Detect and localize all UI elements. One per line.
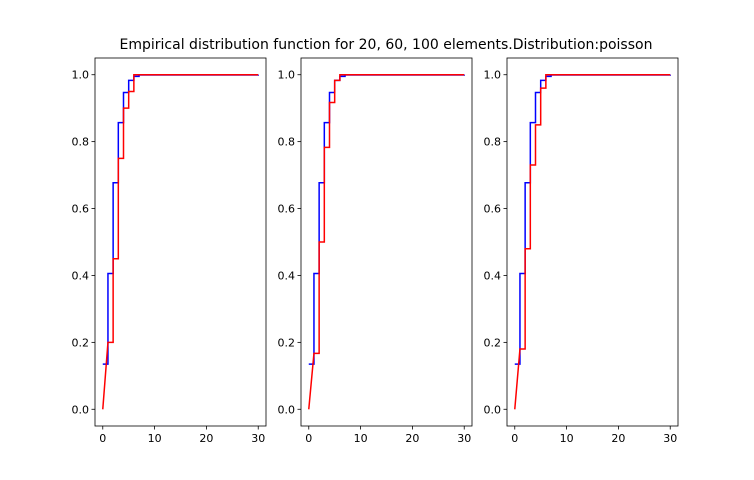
x-tick-label: 20 xyxy=(611,432,625,445)
y-tick-label: 0.2 xyxy=(484,336,502,349)
y-tick-label: 0.2 xyxy=(278,336,296,349)
x-tick-label: 0 xyxy=(99,432,106,445)
y-tick-label: 0.2 xyxy=(72,336,90,349)
x-tick-label: 30 xyxy=(663,432,677,445)
x-tick-label: 30 xyxy=(457,432,471,445)
y-tick-label: 0.4 xyxy=(278,269,296,282)
x-tick-label: 0 xyxy=(305,432,312,445)
series-line-2 xyxy=(102,73,259,410)
axes-frame xyxy=(506,57,679,427)
series-line-1 xyxy=(308,74,465,365)
x-tick-label: 20 xyxy=(405,432,419,445)
y-tick-label: 0.4 xyxy=(72,269,90,282)
y-tick-label: 0.6 xyxy=(278,203,296,216)
subplot-2: 0 10 20 30 0.0 0.2 0.4 0.6 0.8 1.0 xyxy=(278,57,473,445)
y-tick-label: 0.6 xyxy=(484,203,502,216)
series-line-1 xyxy=(102,74,259,365)
x-tick-label: 10 xyxy=(148,432,162,445)
y-tick-label: 0.8 xyxy=(278,136,296,149)
x-tick-label: 0 xyxy=(511,432,518,445)
y-tick-label: 0.0 xyxy=(72,403,90,416)
x-tick-label: 30 xyxy=(251,432,265,445)
y-tick-label: 0.0 xyxy=(278,403,296,416)
x-tick-label: 20 xyxy=(199,432,213,445)
y-tick-label: 0.8 xyxy=(484,136,502,149)
y-tick-label: 1.0 xyxy=(278,69,296,82)
axes-frame xyxy=(94,57,267,427)
y-tick-label: 1.0 xyxy=(72,69,90,82)
axes-frame xyxy=(300,57,473,427)
series-line-2 xyxy=(308,73,465,410)
figure-title: Empirical distribution function for 20, … xyxy=(120,37,653,53)
y-tick-label: 0.4 xyxy=(484,269,502,282)
subplot-1: 0 10 20 30 0.0 0.2 0.4 0.6 0.8 1.0 xyxy=(72,57,267,445)
y-tick-label: 0.8 xyxy=(72,136,90,149)
series-line-2 xyxy=(514,73,671,410)
y-tick-label: 0.0 xyxy=(484,403,502,416)
series-line-1 xyxy=(514,74,671,365)
y-tick-label: 1.0 xyxy=(484,69,502,82)
x-tick-label: 10 xyxy=(354,432,368,445)
subplot-3: 0 10 20 30 0.0 0.2 0.4 0.6 0.8 1.0 xyxy=(484,57,679,445)
x-tick-label: 10 xyxy=(560,432,574,445)
y-tick-label: 0.6 xyxy=(72,203,90,216)
